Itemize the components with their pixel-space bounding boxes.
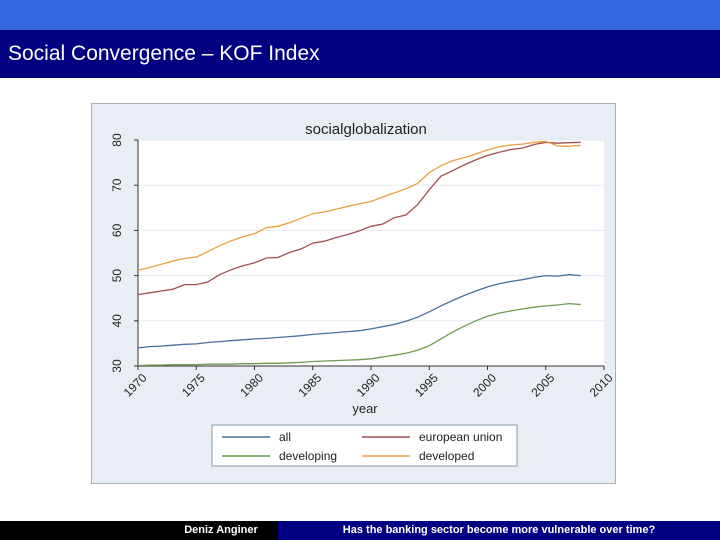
x-axis-label: year — [352, 401, 378, 416]
footer-talk-title: Has the banking sector become more vulne… — [278, 521, 720, 540]
series-line-developed — [137, 140, 581, 271]
legend-label: all — [279, 430, 291, 444]
series-line-developing — [137, 302, 581, 367]
legend-label: european union — [419, 430, 502, 444]
y-tick-label: 60 — [110, 223, 124, 237]
chart-title: socialglobalization — [305, 121, 427, 138]
legend-box — [211, 424, 518, 467]
footer: Deniz Anginer Has the banking sector bec… — [0, 521, 720, 540]
title-bar: Social Convergence – KOF Index — [0, 30, 720, 78]
series-line-european-union — [137, 141, 581, 296]
legend-label: developing — [279, 449, 337, 463]
y-tick-label: 70 — [110, 178, 124, 192]
footer-author: Deniz Anginer — [164, 521, 278, 540]
y-tick-label: 80 — [110, 133, 124, 147]
series-line-all — [137, 274, 581, 349]
plot-background — [138, 140, 604, 366]
legend: all european union developing developed — [211, 424, 518, 467]
legend-label: developed — [419, 449, 474, 463]
y-tick-label: 30 — [110, 359, 124, 373]
chart-frame: socialglobalization 30 40 50 60 70 80 1970 1975… — [91, 103, 616, 484]
y-tick-label: 50 — [110, 269, 124, 283]
top-band — [0, 0, 720, 30]
y-tick-label: 40 — [110, 314, 124, 328]
slide-title: Social Convergence – KOF Index — [8, 42, 320, 65]
